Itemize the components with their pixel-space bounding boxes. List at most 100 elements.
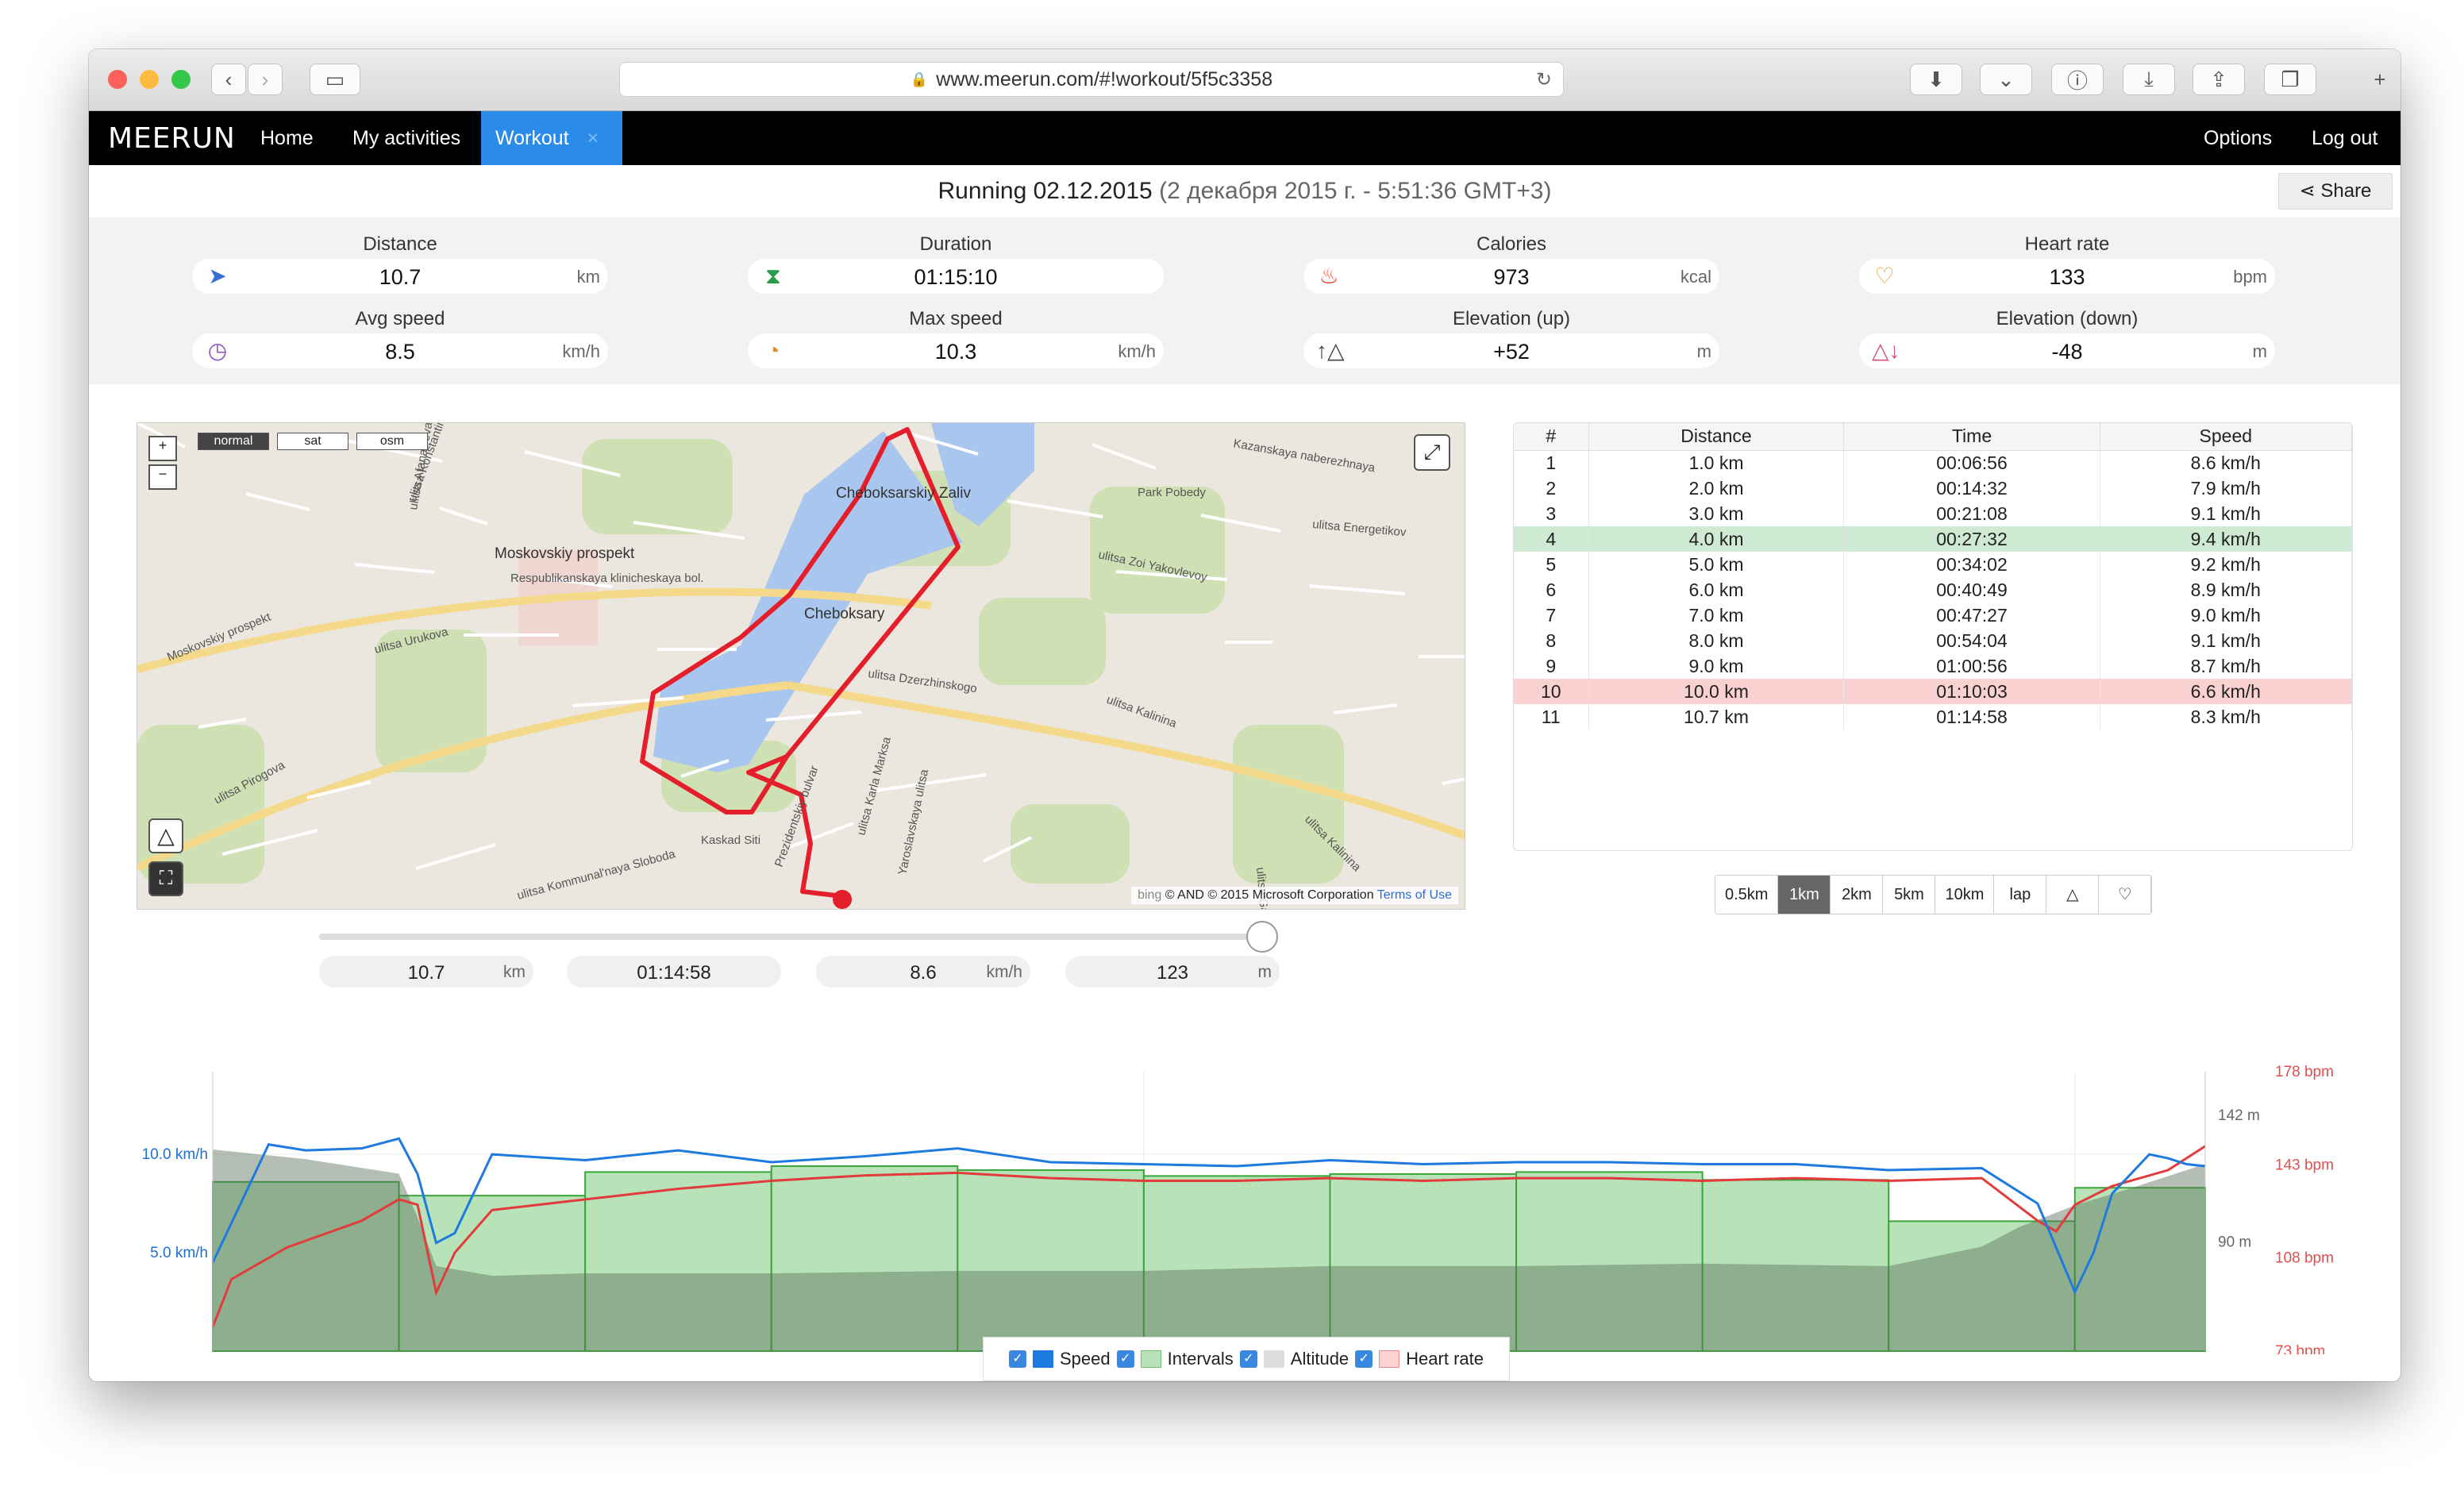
table-row[interactable]: 8 8.0 km 00:54:04 9.1 km/h: [1514, 628, 2352, 653]
header-distance[interactable]: Distance: [1588, 423, 1845, 451]
table-row[interactable]: 4 4.0 km 00:27:32 9.4 km/h: [1514, 526, 2352, 552]
interval-bar[interactable]: [1142, 1175, 1331, 1352]
pocket-icon[interactable]: ⌄: [1980, 64, 2032, 95]
cell-time: 00:34:02: [1843, 552, 2100, 577]
map-street: [1091, 443, 1157, 470]
cell-number: 9: [1514, 653, 1589, 679]
minimize-window-button[interactable]: [140, 70, 159, 89]
close-window-button[interactable]: [108, 70, 127, 89]
interval-2km-button[interactable]: 2km: [1831, 876, 1884, 914]
legend-heart-rate: Heart rate: [1406, 1349, 1484, 1369]
nav-logout[interactable]: Log out: [2312, 127, 2378, 149]
cell-distance: 10.0 km: [1588, 679, 1845, 704]
speed-checkbox[interactable]: ✓: [1009, 1350, 1026, 1368]
interval-1km-button[interactable]: 1km: [1778, 876, 1831, 914]
table-row[interactable]: 3 3.0 km 00:21:08 9.1 km/h: [1514, 501, 2352, 526]
terms-link[interactable]: Terms of Use: [1376, 888, 1452, 902]
interval-10km-button[interactable]: 10km: [1935, 876, 1995, 914]
meerun-logo[interactable]: MEERUN: [108, 122, 236, 155]
new-tab-icon[interactable]: +: [2374, 67, 2386, 91]
cell-speed: 8.3 km/h: [2100, 704, 2352, 730]
table-row[interactable]: 6 6.0 km 00:40:49 8.9 km/h: [1514, 577, 2352, 603]
table-row[interactable]: 7 7.0 km 00:47:27 9.0 km/h: [1514, 603, 2352, 628]
stat-box: ➤ 10.7 km: [192, 259, 608, 294]
map-street: [680, 759, 730, 778]
tabs-icon[interactable]: ❐: [2264, 64, 2316, 95]
map-canvas[interactable]: Cheboksarskiy Zaliv Cheboksary Moskovskiy …: [137, 423, 1465, 910]
interval-bar[interactable]: [1515, 1171, 1704, 1352]
interval-bar[interactable]: [212, 1180, 400, 1352]
browser-toolbar: ‹ › ▭ 🔒 www.meerun.com/#!workout/5f5c335…: [89, 49, 2400, 111]
address-bar[interactable]: 🔒 www.meerun.com/#!workout/5f5c3358 ↻: [619, 62, 1564, 97]
cell-speed: 8.6 km/h: [2100, 450, 2352, 476]
header-number[interactable]: #: [1514, 423, 1589, 451]
interval-bar[interactable]: [584, 1171, 772, 1352]
map-label: Park Pobedy: [1138, 486, 1206, 499]
onepassword-icon[interactable]: ⓘ: [2051, 64, 2104, 95]
interval-heart-rate-button[interactable]: ♡: [2099, 876, 2152, 914]
header-time[interactable]: Time: [1843, 423, 2100, 451]
extension-download-icon[interactable]: ⤓: [2123, 64, 2175, 95]
zoom-window-button[interactable]: [171, 70, 191, 89]
route-map[interactable]: Cheboksarskiy Zaliv Cheboksary Moskovskiy …: [137, 422, 1465, 910]
layer-normal-button[interactable]: normal: [198, 433, 269, 450]
interval-bar[interactable]: [770, 1165, 959, 1352]
map-street: [1442, 777, 1465, 785]
nav-options[interactable]: Options: [2204, 127, 2273, 149]
table-row[interactable]: 2 2.0 km 00:14:32 7.9 km/h: [1514, 476, 2352, 501]
cell-number: 2: [1514, 476, 1589, 501]
table-row[interactable]: 9 9.0 km 01:00:56 8.7 km/h: [1514, 653, 2352, 679]
altitude-checkbox[interactable]: ✓: [1239, 1350, 1257, 1368]
stat-value: 10.7: [379, 265, 422, 289]
map-road: [787, 681, 1465, 840]
table-row[interactable]: 1 1.0 km 00:06:56 8.6 km/h: [1514, 450, 2352, 476]
table-row[interactable]: 5 5.0 km 00:34:02 9.2 km/h: [1514, 552, 2352, 577]
zoom-out-button[interactable]: −: [148, 464, 177, 490]
heart-rate-checkbox[interactable]: ✓: [1355, 1350, 1373, 1368]
zoom-in-button[interactable]: +: [148, 436, 177, 461]
share-browser-icon[interactable]: ⇪: [2193, 64, 2245, 95]
interval-bar[interactable]: [1701, 1179, 1890, 1352]
table-row[interactable]: 11 10.7 km 01:14:58 8.3 km/h: [1514, 704, 2352, 730]
workout-title-main: Running 02.12.2015: [937, 178, 1153, 204]
interval-bar[interactable]: [1329, 1172, 1518, 1352]
interval-elevation-button[interactable]: △: [2046, 876, 2100, 914]
position-slider[interactable]: [319, 921, 1278, 953]
sidebar-icon[interactable]: ▭: [310, 64, 360, 95]
header-speed[interactable]: Speed: [2100, 423, 2352, 451]
cell-number: 4: [1514, 526, 1589, 552]
fullscreen-icon[interactable]: ⤢: [1414, 434, 1450, 471]
nav-home[interactable]: Home: [260, 127, 314, 149]
cell-number: 5: [1514, 552, 1589, 577]
back-icon[interactable]: ‹: [211, 64, 246, 95]
slider-handle[interactable]: [1246, 921, 1278, 953]
close-tab-icon[interactable]: ×: [587, 127, 599, 149]
layer-sat-button[interactable]: sat: [277, 433, 348, 450]
stat-box: ⧗ 01:15:10: [748, 259, 1164, 294]
route-end-marker[interactable]: [833, 890, 852, 909]
nav-my-activities[interactable]: My activities: [352, 127, 461, 149]
fit-route-icon[interactable]: ⛶: [148, 861, 183, 896]
share-button[interactable]: ⋖ Share: [2278, 173, 2393, 210]
interval-0-5km-button[interactable]: 0.5km: [1715, 876, 1779, 914]
cell-time: 00:21:08: [1843, 501, 2100, 526]
download-icon[interactable]: ⬇: [1910, 64, 1962, 95]
stat-unit: km/h: [1118, 341, 1156, 361]
nav-workout-tab[interactable]: Workout ×: [481, 111, 622, 165]
map-street: [548, 577, 613, 588]
reload-icon[interactable]: ↻: [1535, 68, 1552, 90]
cell-speed: 9.4 km/h: [2100, 526, 2352, 552]
cheboksarskiy-bay: [653, 431, 963, 772]
intervals-checkbox[interactable]: ✓: [1116, 1350, 1134, 1368]
stat-max-speed: Max speed ◔ 10.3 km/h: [748, 308, 1164, 378]
interval-5km-button[interactable]: 5km: [1883, 876, 1936, 914]
cell-time: 01:00:56: [1843, 653, 2100, 679]
table-row[interactable]: 10 10.0 km 01:10:03 6.6 km/h: [1514, 679, 2352, 704]
interval-lap-button[interactable]: lap: [1994, 876, 2047, 914]
layer-osm-button[interactable]: osm: [356, 433, 428, 450]
interval-bar[interactable]: [2073, 1187, 2207, 1352]
elevation-toggle-icon[interactable]: △: [148, 818, 183, 853]
interval-bar[interactable]: [1888, 1220, 2076, 1353]
forward-icon[interactable]: ›: [248, 64, 283, 95]
